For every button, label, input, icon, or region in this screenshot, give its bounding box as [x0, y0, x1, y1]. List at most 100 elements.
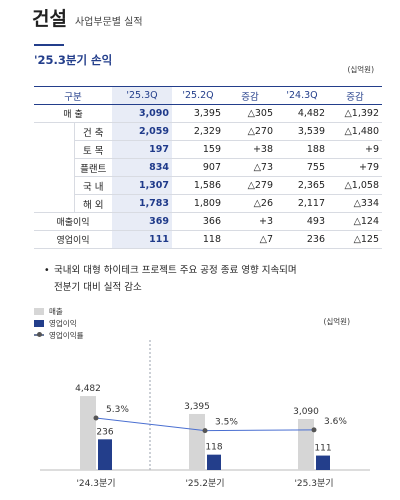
cell-25q2: 907: [172, 158, 225, 177]
bar-sales: [80, 396, 96, 470]
row-sublabel: 해 외: [73, 194, 113, 213]
cell-yoy: +79: [328, 158, 383, 177]
summary-note: • 국내외 대형 하이테크 프로젝트 주요 공정 종료 영향 지속되며 전분기 대…: [44, 262, 297, 296]
cell-24q3: 755: [276, 158, 329, 177]
table-row: 영업이익 111 118 △7 236 △125: [34, 230, 383, 249]
cell-qoq: △270: [224, 122, 277, 141]
cell-24q3: 3,539: [276, 122, 329, 141]
cell-24q3: 188: [276, 140, 329, 159]
cell-yoy: △1,058: [328, 176, 383, 195]
label-sales: 3,090: [293, 407, 319, 417]
cell-qoq: △26: [224, 194, 277, 213]
cell-25q3: 1,783: [112, 194, 173, 213]
section-title: '25.3분기 손익: [34, 53, 113, 67]
cell-yoy: △1,480: [328, 122, 383, 141]
cell-24q3: 4,482: [276, 104, 329, 123]
table-header-row: 구분 '25.3Q '25.2Q 증감 '24.3Q 증감: [34, 86, 383, 105]
cell-25q3: 1,307: [112, 176, 173, 195]
legend-label-op: 영업이익: [49, 318, 77, 328]
cell-24q3: 2,117: [276, 194, 329, 213]
table-row: 국 내 1,307 1,586 △279 2,365 △1,058: [34, 176, 383, 195]
cell-qoq: △7: [224, 230, 277, 249]
label-op: 236: [96, 427, 113, 437]
bar-op: [316, 455, 330, 470]
cell-qoq: △73: [224, 158, 277, 177]
legend-swatch-sales: [34, 307, 44, 315]
label-sales: 4,482: [75, 384, 101, 394]
legend-item-sales: 매출: [34, 305, 84, 317]
x-tick-label: '24.3분기: [76, 478, 115, 489]
table-row: 플랜트 834 907 △73 755 +79: [34, 158, 383, 177]
cell-25q2: 1,809: [172, 194, 225, 213]
row-label: 매출이익: [34, 212, 113, 231]
col-header-category: 구분: [34, 86, 113, 105]
cell-qoq: △279: [224, 176, 277, 195]
cell-24q3: 236: [276, 230, 329, 249]
row-label: 영업이익: [34, 230, 113, 249]
cell-24q3: 493: [276, 212, 329, 231]
cell-25q3: 3,090: [112, 104, 173, 123]
row-sublabel: 건 축: [73, 122, 113, 141]
cell-yoy: +9: [328, 140, 383, 159]
row-sublabel: 국 내: [73, 176, 113, 195]
cell-25q2: 1,586: [172, 176, 225, 195]
bullet: •: [44, 265, 50, 276]
table-row: 건 축 2,059 2,329 △270 3,539 △1,480: [34, 122, 383, 213]
margin-point: [93, 415, 99, 421]
cell-25q2: 159: [172, 140, 225, 159]
legend-swatch-op: [34, 319, 44, 327]
cell-24q3: 2,365: [276, 176, 329, 195]
table-row: 매 출 3,090 3,395 △305 4,482 △1,392: [34, 104, 383, 123]
legend-label-margin: 영업이익률: [49, 330, 84, 340]
col-header-yoy: 증감: [328, 86, 383, 105]
legend-item-margin: 영업이익률: [34, 329, 84, 341]
legend-label-sales: 매출: [49, 306, 63, 316]
chart-unit: (십억원): [323, 317, 350, 326]
margin-point: [202, 428, 208, 434]
bar-op: [98, 439, 112, 470]
bar-op: [207, 454, 221, 470]
table-row: 매출이익 369 366 +3 493 △124: [34, 212, 383, 231]
cell-yoy: △124: [328, 212, 383, 231]
cell-yoy: △334: [328, 194, 383, 213]
bar-sales: [298, 419, 314, 470]
bar-sales: [189, 413, 205, 470]
chart-legend: 매출 영업이익 영업이익률: [34, 305, 84, 341]
col-header-25q3: '25.3Q: [112, 86, 173, 105]
income-table: 구분 '25.3Q '25.2Q 증감 '24.3Q 증감 매 출 3,090 3,…: [34, 86, 383, 249]
table-unit: (십억원): [347, 65, 374, 74]
x-tick-label: '25.2분기: [185, 478, 224, 489]
cell-yoy: △1,392: [328, 104, 383, 123]
cell-25q2: 366: [172, 212, 225, 231]
label-margin: 5.3%: [106, 405, 129, 415]
page-title: 건설: [32, 8, 67, 30]
row-label: 매 출: [34, 104, 113, 123]
cell-25q3: 197: [112, 140, 173, 159]
note-line-1: 국내외 대형 하이테크 프로젝트 주요 공정 종료 영향 지속되며: [54, 265, 297, 276]
cell-25q2: 118: [172, 230, 225, 249]
cell-qoq: +3: [224, 212, 277, 231]
accent-line: [34, 44, 64, 46]
table-row: 토 목 197 159 +38 188 +9: [34, 140, 383, 159]
page-header: 건설 사업부문별 실적: [32, 4, 143, 31]
cell-25q3: 369: [112, 212, 173, 231]
cell-yoy: △125: [328, 230, 383, 249]
page-subtitle: 사업부문별 실적: [74, 17, 143, 28]
cell-25q3: 111: [112, 230, 173, 249]
label-op: 118: [205, 443, 222, 453]
cell-25q2: 3,395: [172, 104, 225, 123]
margin-point: [311, 427, 317, 433]
row-sublabel: 토 목: [73, 140, 113, 159]
label-margin: 3.5%: [215, 418, 238, 428]
label-op: 111: [314, 444, 331, 454]
cell-25q3: 2,059: [112, 122, 173, 141]
note-line-2: 전분기 대비 실적 감소: [54, 282, 142, 293]
legend-swatch-margin: [34, 332, 44, 337]
col-header-24q3: '24.3Q: [276, 86, 329, 105]
label-sales: 3,395: [184, 402, 210, 412]
table-row: 해 외 1,783 1,809 △26 2,117 △334: [34, 194, 383, 213]
row-sublabel: 플랜트: [73, 158, 113, 177]
col-header-qoq: 증감: [224, 86, 277, 105]
cell-25q3: 834: [112, 158, 173, 177]
cell-25q2: 2,329: [172, 122, 225, 141]
